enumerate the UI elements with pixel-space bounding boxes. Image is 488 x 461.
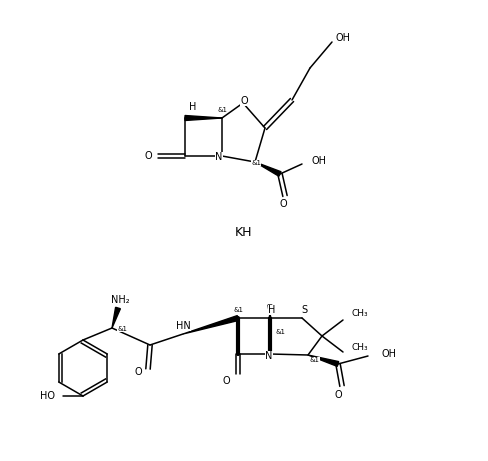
Text: OH: OH [381, 349, 396, 359]
Text: N: N [215, 152, 222, 162]
Polygon shape [184, 116, 222, 120]
Polygon shape [183, 316, 238, 334]
Polygon shape [307, 355, 338, 366]
Text: S: S [300, 305, 306, 315]
Text: H: H [268, 305, 275, 315]
Text: CH₃: CH₃ [350, 309, 367, 319]
Text: &1: &1 [117, 326, 127, 332]
Text: OH: OH [311, 156, 326, 166]
Text: &1: &1 [217, 107, 226, 113]
Text: H: H [189, 102, 196, 112]
Text: O: O [333, 390, 341, 400]
Text: O: O [222, 376, 229, 386]
Text: &1: &1 [274, 329, 285, 335]
Polygon shape [254, 162, 281, 176]
Text: O: O [279, 199, 286, 209]
Text: HO: HO [40, 391, 55, 401]
Polygon shape [267, 305, 271, 318]
Text: &1: &1 [309, 357, 319, 363]
Polygon shape [112, 307, 120, 328]
Text: NH₂: NH₂ [110, 295, 129, 305]
Text: OH: OH [334, 33, 349, 43]
Text: HN: HN [175, 321, 190, 331]
Text: O: O [144, 151, 151, 161]
Text: CH₃: CH₃ [350, 343, 367, 351]
Text: KH: KH [235, 226, 252, 240]
Text: &1: &1 [250, 160, 261, 166]
Text: O: O [134, 367, 142, 377]
Text: N: N [265, 351, 272, 361]
Text: &1: &1 [232, 307, 243, 313]
Text: O: O [240, 96, 247, 106]
